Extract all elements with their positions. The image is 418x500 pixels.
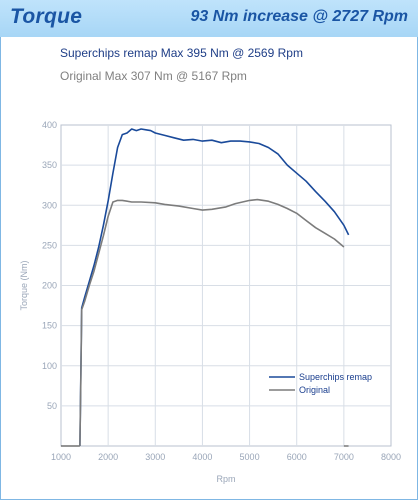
remap-max-text: Superchips remap Max 395 Nm @ 2569 Rpm (60, 46, 303, 60)
x-tick-label: 6000 (287, 452, 307, 462)
y-tick-label: 50 (47, 401, 57, 411)
x-tick-label: 7000 (334, 452, 354, 462)
y-axis-title: Torque (Nm) (19, 260, 29, 310)
y-tick-label: 250 (42, 240, 57, 250)
x-tick-label: 4000 (192, 452, 212, 462)
increase-headline: 93 Nm increase @ 2727 Rpm (190, 8, 409, 25)
y-tick-label: 150 (42, 321, 57, 331)
x-tick-label: 8000 (381, 452, 401, 462)
series-line-original (79, 198, 345, 447)
y-tick-label: 400 (42, 120, 57, 130)
x-tick-label: 3000 (145, 452, 165, 462)
header-bar: Torque 93 Nm increase @ 2727 Rpm (0, 0, 418, 37)
y-tick-label: 350 (42, 160, 57, 170)
x-tick-label: 2000 (98, 452, 118, 462)
torque-chart: 1000 2000 3000 4000 5000 6000 7000 8000 50 100 150… (19, 120, 401, 484)
chart-frame: 1000 2000 3000 4000 5000 6000 7000 8000 50 100 150… (0, 101, 418, 500)
page-title: Torque (10, 5, 83, 28)
series-line-remap (79, 128, 350, 447)
y-tick-label: 300 (42, 200, 57, 210)
x-tick-label: 1000 (51, 452, 71, 462)
x-tick-label: 5000 (240, 452, 260, 462)
x-axis-title: Rpm (216, 474, 235, 484)
info-panel: Superchips remap Max 395 Nm @ 2569 Rpm O… (0, 37, 418, 102)
original-max-text: Original Max 307 Nm @ 5167 Rpm (60, 69, 247, 83)
legend-label: Superchips remap (299, 372, 372, 382)
y-tick-label: 100 (42, 361, 57, 371)
y-tick-label: 200 (42, 281, 57, 291)
legend-label: Original (299, 385, 330, 395)
